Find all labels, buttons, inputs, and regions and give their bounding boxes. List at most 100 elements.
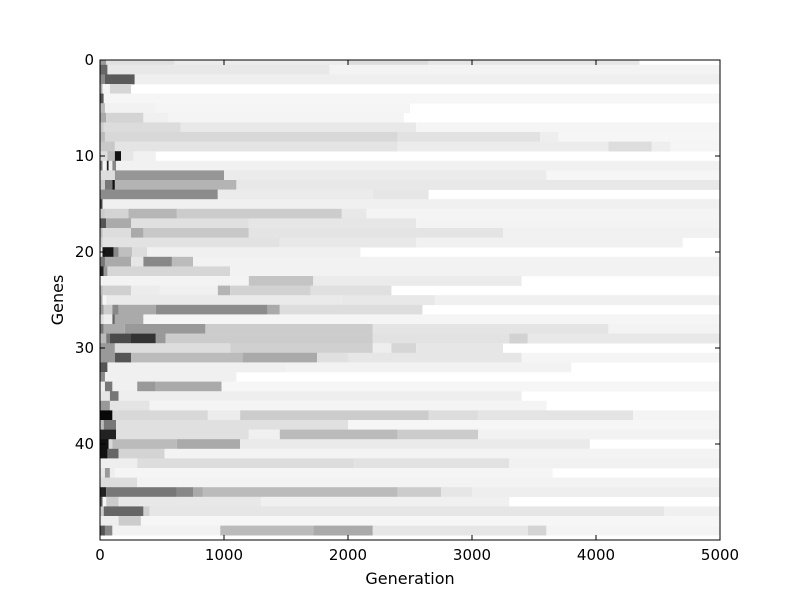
heatmap-cell (104, 180, 113, 190)
heatmap-cell (428, 60, 640, 66)
heatmap-cell (100, 112, 107, 123)
heatmap-cell (147, 247, 361, 258)
heatmap-cell (397, 132, 541, 142)
heatmap-cell (100, 333, 107, 344)
heatmap-cell (103, 314, 113, 325)
heatmap-cell (118, 516, 141, 526)
heatmap-cell (155, 381, 222, 392)
heatmap-cell (140, 516, 721, 526)
heatmap-cell (372, 189, 429, 200)
heatmap-cell (103, 324, 125, 334)
heatmap-cell (416, 343, 503, 354)
heatmap-cell (100, 372, 105, 382)
heatmap-cell (100, 103, 105, 114)
heatmap-cell (116, 160, 721, 171)
heatmap-cell (348, 60, 429, 66)
heatmap-cell (106, 112, 144, 123)
heatmap-cell (416, 122, 720, 133)
heatmap-cell (171, 256, 193, 267)
y-tick-label: 30 (75, 339, 94, 357)
x-tick-label: 5000 (701, 546, 739, 564)
heatmap-cell (202, 487, 398, 498)
y-axis-label: Genes (48, 275, 67, 326)
heatmap-cell (397, 141, 609, 152)
heatmap-cell (128, 208, 177, 219)
heatmap-cell (354, 458, 510, 469)
heatmap-cell (664, 506, 720, 517)
heatmap-cell (372, 324, 609, 334)
heatmap-cell (155, 333, 166, 344)
heatmap-cell (100, 448, 108, 459)
y-tick-label: 0 (84, 51, 94, 69)
heatmap-cell (176, 439, 241, 450)
heatmap-cell (137, 458, 355, 469)
heatmap-cell (100, 400, 110, 411)
heatmap-cell (240, 410, 429, 421)
heatmap-cell (143, 256, 172, 267)
heatmap-cell (100, 314, 104, 325)
heatmap-cell (104, 468, 110, 478)
heatmap-cell (207, 410, 241, 421)
heatmap-cell (416, 218, 720, 229)
heatmap-cell (131, 333, 156, 344)
heatmap-cell (546, 525, 720, 536)
heatmap-cell (248, 218, 417, 229)
heatmap-cell (100, 468, 105, 478)
y-tick-label: 20 (75, 243, 94, 261)
heatmap-cell (143, 506, 150, 517)
heatmap-cell (143, 112, 169, 123)
heatmap-cell (109, 391, 119, 402)
heatmap-cell (107, 362, 286, 373)
heatmap-cell (100, 487, 107, 498)
heatmap-cell (176, 487, 193, 498)
heatmap-cell (131, 285, 160, 296)
heatmap-cell (159, 285, 218, 296)
heatmap-cell (100, 506, 104, 517)
heatmap-cell (132, 247, 148, 258)
heatmap-cell (397, 429, 479, 440)
heatmap-cell (106, 218, 131, 229)
heatmap-cell (100, 304, 104, 315)
heatmap-cell (102, 247, 114, 258)
heatmap-cell (112, 525, 221, 536)
heatmap-cell (114, 468, 553, 478)
x-tick-label: 1000 (205, 546, 243, 564)
heatmap-cell (114, 151, 122, 162)
heatmap-cell (107, 151, 115, 162)
heatmap-cell (113, 247, 119, 258)
heatmap-cell (164, 448, 721, 459)
heatmap-cell (100, 391, 110, 402)
heatmap-cell (348, 420, 720, 430)
heatmap-cell (107, 64, 330, 75)
heatmap-cell (100, 458, 138, 469)
heatmap-cell (118, 304, 156, 315)
heatmap-cell (104, 132, 398, 142)
heatmap-cell (521, 352, 720, 363)
heatmap-cell (143, 314, 720, 325)
heatmap-cell (106, 60, 175, 66)
heatmap-cell (102, 199, 721, 210)
heatmap-cell (109, 333, 131, 344)
heatmap-cell (633, 410, 720, 421)
heatmap-cell (540, 132, 559, 142)
heatmap-cell (118, 247, 133, 258)
heatmap-cell (103, 93, 721, 104)
plot-frame (99, 59, 721, 541)
heatmap-cell (107, 266, 231, 277)
heatmap-cell (102, 285, 131, 296)
heatmap-cell (608, 324, 720, 334)
heatmap-cell (131, 352, 243, 363)
heatmap-cell (149, 506, 665, 517)
heatmap-cell (103, 506, 144, 517)
heatmap-cell (114, 343, 231, 354)
plot-area: 0 1000 2000 3000 4000 5000 0 10 20 30 40 (75, 51, 739, 564)
heatmap-cells (100, 60, 721, 536)
heatmap-cell (100, 170, 115, 181)
heatmap-cell (100, 276, 249, 286)
heatmap-cell (103, 304, 113, 315)
heatmap-cell (102, 228, 131, 238)
heatmap-cell (310, 285, 392, 296)
heatmap-cell (503, 228, 720, 238)
heatmap-cell (242, 352, 317, 363)
